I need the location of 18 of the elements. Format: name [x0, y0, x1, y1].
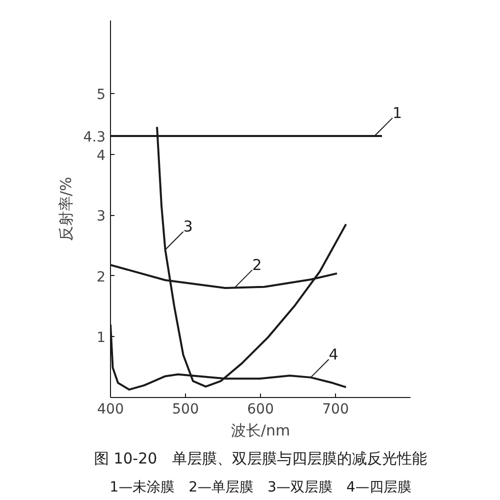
annotation: 2: [252, 256, 262, 274]
x-axis-title: 波长/nm: [230, 422, 290, 440]
annotation: 1: [392, 104, 402, 122]
x-tick-label: 400: [97, 402, 124, 418]
annotation: 4: [328, 345, 338, 364]
y-tick-label: 4.3: [83, 130, 106, 146]
annotation: 3: [183, 218, 193, 236]
x-tick-label: 500: [172, 402, 199, 418]
y-tick-label: 2: [96, 269, 106, 286]
text: 图 10-20 单层膜、双层膜与四层膜的减反光性能: [94, 450, 428, 468]
y-tick-label: 1: [96, 330, 106, 346]
x-tick-label: 700: [322, 402, 349, 418]
text: 1—未涂膜 2—单层膜 3—双层膜 4—四层膜: [110, 480, 412, 496]
x-tick-label: 600: [247, 402, 274, 418]
y-axis-title: 反射率/%: [57, 176, 76, 242]
y-tick-label: 3: [96, 208, 106, 225]
y-tick-label: 4: [96, 148, 106, 164]
y-tick-label: 5: [96, 86, 106, 103]
